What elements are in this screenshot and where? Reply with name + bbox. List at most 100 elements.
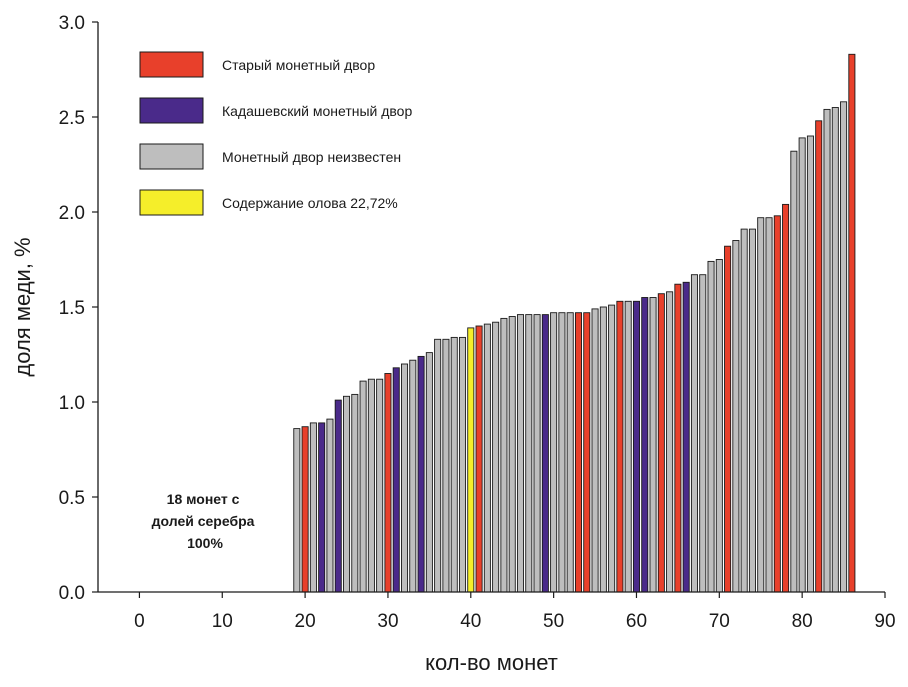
- bar: [732, 240, 740, 593]
- bar: [632, 300, 640, 593]
- bar: [309, 422, 317, 593]
- bar: [359, 380, 367, 593]
- x-tick-label: 20: [295, 611, 316, 632]
- bar: [624, 300, 632, 593]
- legend-label: Содержание олова 22,72%: [222, 195, 398, 211]
- bar: [840, 101, 848, 593]
- annotation-silver-coins: 18 монет с долей серебра 100%: [152, 491, 259, 551]
- legend-swatch: [139, 189, 204, 216]
- bar: [558, 312, 566, 593]
- bar: [649, 297, 657, 593]
- bar: [301, 426, 309, 593]
- bar: [616, 300, 624, 593]
- bar: [417, 355, 425, 593]
- bar: [674, 283, 682, 593]
- y-axis-title: доля меди, %: [10, 237, 35, 376]
- bar: [376, 378, 384, 593]
- bar: [401, 363, 409, 593]
- bar: [492, 321, 500, 593]
- bar: [765, 217, 773, 593]
- bar: [657, 293, 665, 593]
- bar: [782, 203, 790, 593]
- legend-swatch: [139, 51, 204, 78]
- y-tick-label: 3.0: [59, 13, 85, 34]
- legend-swatch: [139, 97, 204, 124]
- bar: [293, 428, 301, 593]
- y-tick-label: 1.5: [59, 298, 85, 319]
- bar: [533, 314, 541, 593]
- bar: [392, 367, 400, 593]
- bar: [450, 336, 458, 593]
- bar: [334, 399, 342, 593]
- bar: [318, 422, 326, 593]
- bar: [815, 120, 823, 593]
- bar: [541, 314, 549, 593]
- bar: [848, 53, 856, 593]
- x-tick-label: 80: [792, 611, 813, 632]
- x-axis-title: кол-во монет: [425, 650, 558, 675]
- x-tick-label: 0: [134, 611, 145, 632]
- bar: [516, 314, 525, 593]
- bar: [608, 304, 616, 593]
- bar: [409, 359, 417, 593]
- bar: [467, 327, 475, 593]
- bar: [790, 150, 798, 593]
- bar: [483, 323, 491, 593]
- bar: [458, 336, 467, 593]
- bar: [343, 395, 351, 593]
- y-tick-label: 2.0: [59, 203, 85, 224]
- bar: [550, 312, 558, 593]
- annotation-line: долей серебра: [152, 513, 255, 529]
- bar: [798, 137, 806, 593]
- bar: [525, 314, 533, 593]
- legend-label: Старый монетный двор: [222, 57, 375, 73]
- bar: [715, 259, 723, 593]
- legend-label: Монетный двор неизвестен: [222, 149, 401, 165]
- legend-label: Кадашевский монетный двор: [222, 103, 412, 119]
- x-tick-label: 30: [377, 611, 398, 632]
- bar: [326, 418, 334, 593]
- bar: [823, 108, 831, 593]
- x-ticks: 0 10 20 30 40 50 60 70 80 90: [134, 592, 896, 632]
- legend: Старый монетный двор Кадашевский монетный…: [139, 51, 412, 216]
- bar: [442, 338, 450, 593]
- bar: [384, 373, 392, 593]
- x-tick-label: 40: [460, 611, 481, 632]
- bar: [591, 308, 599, 593]
- legend-swatch: [139, 143, 204, 170]
- bar: [740, 228, 748, 593]
- x-tick-label: 90: [874, 611, 895, 632]
- bar: [500, 317, 508, 593]
- bar: [574, 312, 582, 593]
- bar: [425, 352, 433, 593]
- annotation-line: 18 монет с: [167, 491, 240, 507]
- y-tick-label: 0.0: [59, 583, 85, 604]
- bar: [367, 378, 375, 593]
- x-tick-label: 60: [626, 611, 647, 632]
- bar: [434, 338, 442, 593]
- bar: [583, 312, 591, 593]
- bar: [806, 135, 814, 593]
- bar: [773, 215, 781, 593]
- bar: [831, 107, 839, 593]
- bar: [641, 297, 649, 593]
- bar: [666, 291, 674, 593]
- x-tick-label: 10: [212, 611, 233, 632]
- bar: [690, 274, 698, 593]
- x-tick-label: 70: [709, 611, 730, 632]
- bar: [475, 325, 483, 593]
- bar: [724, 245, 732, 593]
- bar: [682, 281, 690, 593]
- bar: [748, 228, 756, 593]
- bar: [699, 274, 707, 593]
- x-tick-label: 50: [543, 611, 564, 632]
- y-ticks: 0.0 0.5 1.0 1.5 2.0 2.5 3.0: [59, 13, 98, 604]
- bars-layer: [293, 53, 856, 593]
- y-tick-label: 0.5: [59, 488, 85, 509]
- bar: [707, 260, 715, 593]
- bar: [757, 217, 765, 593]
- y-tick-label: 1.0: [59, 393, 85, 414]
- bar: [508, 316, 516, 593]
